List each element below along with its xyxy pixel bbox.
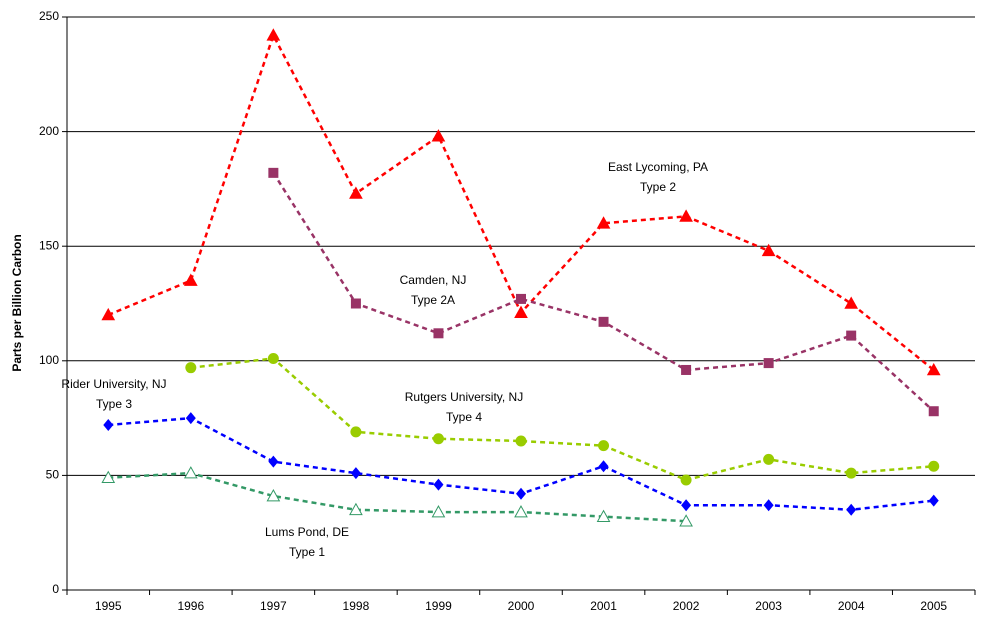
marker [679, 209, 693, 222]
marker [514, 505, 528, 518]
marker [350, 298, 361, 309]
marker [679, 514, 693, 527]
x-tick-label: 2002 [673, 599, 700, 613]
marker [185, 362, 197, 374]
series-label: Lums Pond, DE [265, 525, 349, 539]
marker [266, 488, 281, 502]
marker [596, 216, 611, 229]
y-tick-label: 250 [39, 9, 59, 23]
series-label-type: Type 2 [640, 180, 676, 194]
x-tick-label: 1998 [343, 599, 370, 613]
marker [598, 460, 609, 473]
marker [266, 28, 281, 41]
marker [183, 466, 198, 479]
series-line [107, 32, 935, 371]
marker [514, 305, 528, 318]
marker [681, 364, 692, 375]
series-label-type: Type 1 [289, 545, 325, 559]
marker [516, 487, 526, 500]
x-tick-label: 2005 [920, 599, 947, 613]
y-tick-label: 0 [52, 582, 59, 596]
marker [763, 358, 774, 369]
marker [844, 296, 859, 309]
marker [103, 418, 114, 431]
x-tick-label: 1997 [260, 599, 287, 613]
marker [928, 406, 939, 417]
y-tick-label: 50 [46, 468, 60, 482]
marker [928, 494, 939, 507]
series-label: East Lycoming, PA [608, 160, 708, 174]
marker [845, 467, 857, 479]
y-tick-label: 100 [39, 353, 59, 367]
marker [681, 499, 692, 512]
marker [680, 474, 692, 486]
marker [515, 435, 527, 447]
x-tick-label: 1996 [177, 599, 204, 613]
marker [926, 362, 941, 376]
marker [763, 453, 775, 465]
x-tick-label: 2000 [508, 599, 535, 613]
marker [598, 316, 609, 327]
y-tick-label: 200 [39, 124, 59, 138]
series-line [190, 357, 934, 482]
marker [433, 328, 444, 339]
marker [433, 478, 444, 491]
marker [349, 502, 363, 516]
series-line [108, 471, 687, 523]
series-line [272, 172, 935, 413]
x-tick-label: 1995 [95, 599, 122, 613]
marker [846, 330, 857, 341]
x-tick-label: 2001 [590, 599, 617, 613]
series-label: Rider University, NJ [61, 377, 166, 391]
y-axis-label: Parts per Billion Carbon [10, 234, 24, 371]
marker [350, 426, 362, 438]
y-tick-label: 150 [39, 238, 59, 252]
marker [846, 503, 857, 516]
marker [183, 273, 198, 286]
marker [432, 433, 444, 445]
marker [185, 412, 196, 425]
marker [596, 509, 611, 522]
series-label-type: Type 3 [96, 397, 132, 411]
marker [516, 293, 526, 304]
marker [350, 467, 361, 480]
marker [431, 129, 446, 142]
marker [267, 353, 279, 365]
marker [928, 460, 940, 472]
series-label-type: Type 4 [446, 410, 482, 424]
marker [268, 455, 279, 468]
series-label-type: Type 2A [411, 293, 455, 307]
series-label: Rutgers University, NJ [405, 390, 523, 404]
marker [268, 167, 279, 178]
marker [431, 505, 446, 518]
marker [101, 470, 116, 483]
marker [763, 499, 774, 512]
x-tick-label: 2004 [838, 599, 865, 613]
marker [761, 243, 776, 257]
marker [349, 186, 363, 199]
marker [101, 307, 116, 321]
x-tick-label: 1999 [425, 599, 452, 613]
x-tick-label: 2003 [755, 599, 782, 613]
marker [598, 440, 610, 452]
series-label: Camden, NJ [400, 273, 467, 287]
